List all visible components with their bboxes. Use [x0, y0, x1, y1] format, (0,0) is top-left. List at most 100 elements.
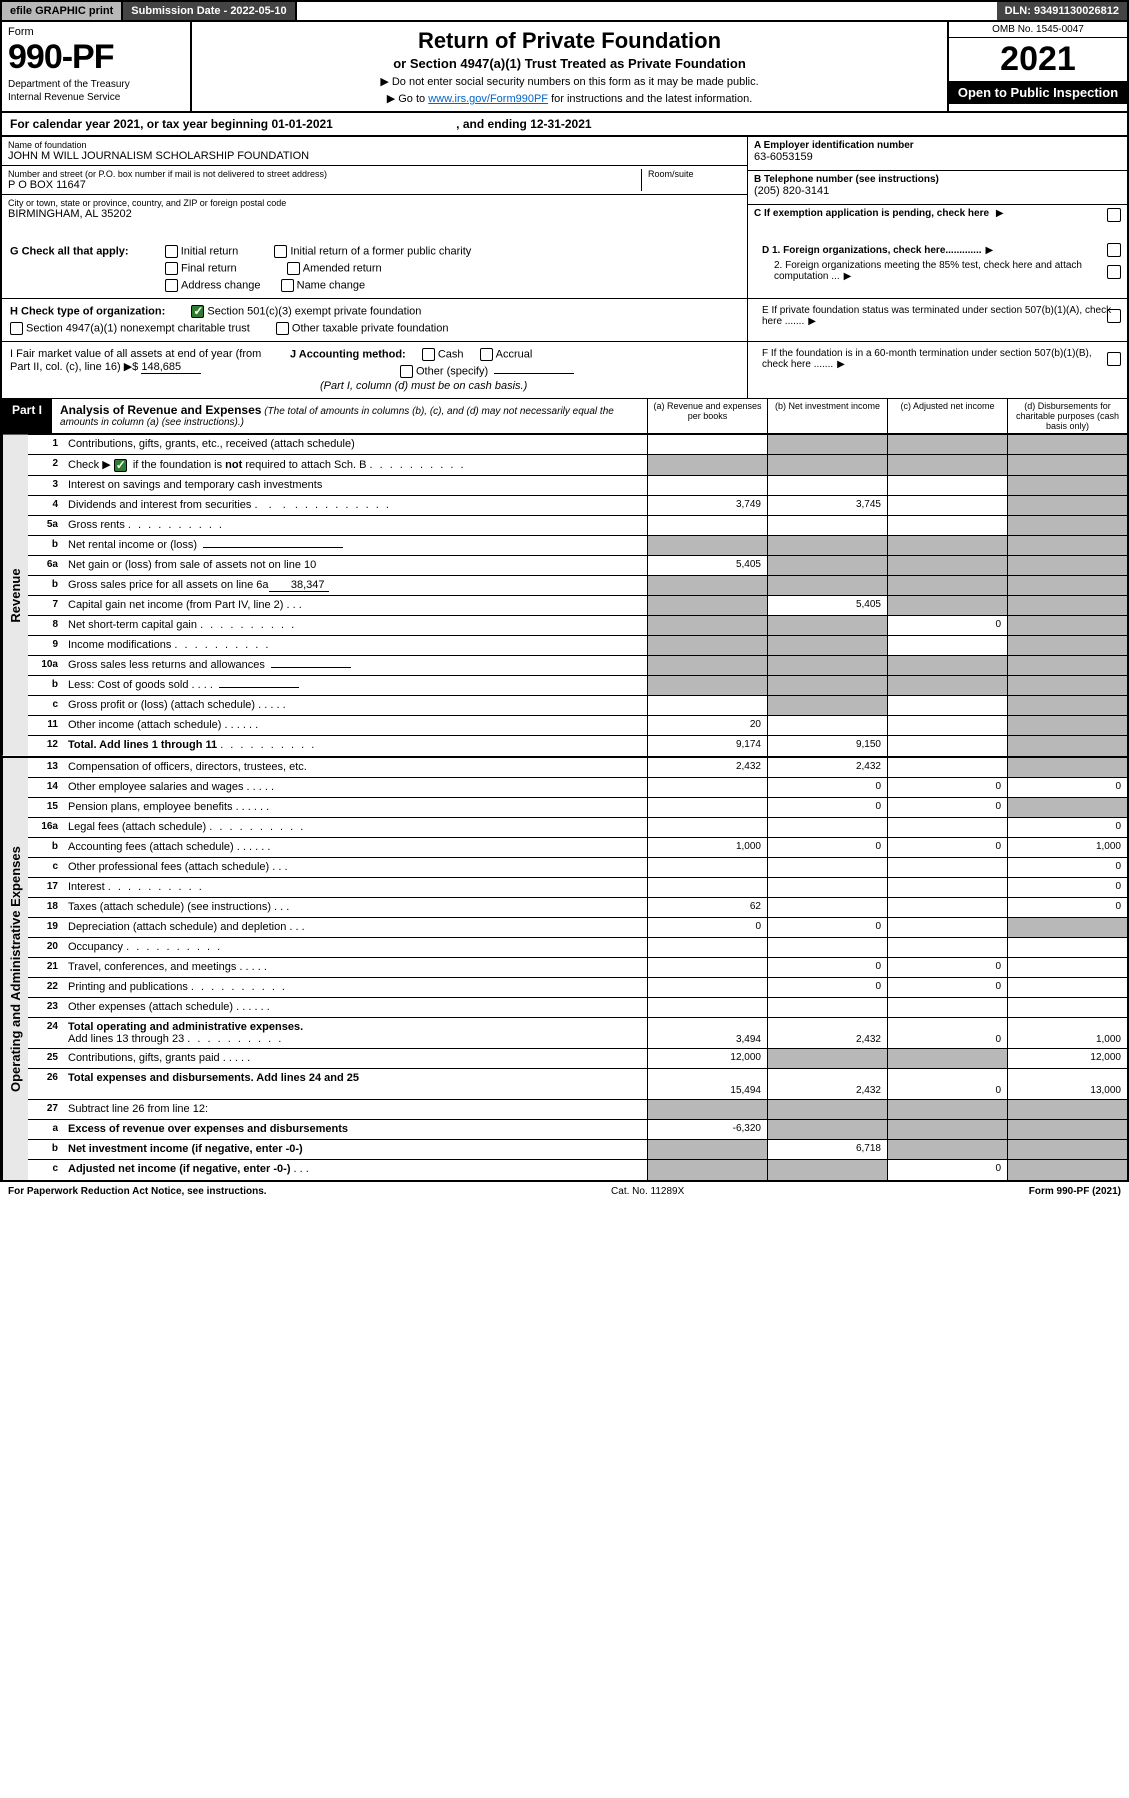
line-5a: Gross rents [64, 516, 647, 535]
line-18: Taxes (attach schedule) (see instruction… [64, 898, 647, 917]
city-label: City or town, state or province, country… [8, 198, 741, 208]
address: P O BOX 11647 [8, 179, 641, 191]
d2-label: 2. Foreign organizations meeting the 85%… [774, 260, 1082, 282]
line-9: Income modifications [64, 636, 647, 655]
open-inspection: Open to Public Inspection [949, 81, 1127, 104]
line-14: Other employee salaries and wages . . . … [64, 778, 647, 797]
line-12: Total. Add lines 1 through 11 [64, 736, 647, 756]
line-13: Compensation of officers, directors, tru… [64, 758, 647, 777]
foundation-name: JOHN M WILL JOURNALISM SCHOLARSHIP FOUND… [8, 150, 741, 162]
line-27a: Excess of revenue over expenses and disb… [64, 1120, 647, 1139]
addr-label: Number and street (or P.O. box number if… [8, 169, 641, 179]
section-ij: I Fair market value of all assets at end… [0, 342, 1129, 398]
ein-label: A Employer identification number [754, 140, 1121, 151]
expenses-table: Operating and Administrative Expenses 13… [0, 758, 1129, 1182]
501c3-checkbox[interactable] [191, 305, 204, 318]
col-d-head: (d) Disbursements for charitable purpose… [1007, 399, 1127, 433]
line-7: Capital gain net income (from Part IV, l… [64, 596, 647, 615]
foundation-info: Name of foundation JOHN M WILL JOURNALIS… [0, 137, 1129, 239]
f-checkbox[interactable] [1107, 352, 1121, 366]
f-label: F If the foundation is in a 60-month ter… [762, 348, 1092, 370]
page-footer: For Paperwork Reduction Act Notice, see … [0, 1182, 1129, 1201]
d1-checkbox[interactable] [1107, 243, 1121, 257]
e-checkbox[interactable] [1107, 309, 1121, 323]
irs-label: Internal Revenue Service [8, 92, 184, 103]
line-24: Total operating and administrative expen… [64, 1018, 647, 1048]
4947-checkbox[interactable] [10, 322, 23, 335]
irs-link[interactable]: www.irs.gov/Form990PF [428, 93, 548, 105]
part-1-header: Part I Analysis of Revenue and Expenses … [0, 398, 1129, 435]
line-27b: Net investment income (if negative, ente… [64, 1140, 647, 1159]
line-16c: Other professional fees (attach schedule… [64, 858, 647, 877]
line-11: Other income (attach schedule) . . . . .… [64, 716, 647, 735]
dln: DLN: 93491130026812 [997, 2, 1127, 20]
ein: 63-6053159 [754, 151, 1121, 163]
i-label: I Fair market value of all assets at end… [10, 348, 261, 373]
other-taxable-checkbox[interactable] [276, 322, 289, 335]
address-change-checkbox[interactable] [165, 279, 178, 292]
part-title: Analysis of Revenue and Expenses [60, 403, 261, 417]
final-return-checkbox[interactable] [165, 262, 178, 275]
calendar-year-row: For calendar year 2021, or tax year begi… [0, 113, 1129, 137]
line-21: Travel, conferences, and meetings . . . … [64, 958, 647, 977]
form-ref: Form 990-PF (2021) [1029, 1186, 1121, 1197]
omb-number: OMB No. 1545-0047 [949, 22, 1127, 38]
line-23: Other expenses (attach schedule) . . . .… [64, 998, 647, 1017]
d1-label: D 1. Foreign organizations, check here..… [762, 245, 982, 256]
city-state-zip: BIRMINGHAM, AL 35202 [8, 208, 741, 220]
line-27c: Adjusted net income (if negative, enter … [64, 1160, 647, 1180]
revenue-table: Revenue 1Contributions, gifts, grants, e… [0, 435, 1129, 758]
line-2: Check ▶ if the foundation is not require… [64, 455, 647, 475]
room-label: Room/suite [648, 169, 741, 179]
line-8: Net short-term capital gain [64, 616, 647, 635]
section-g: G Check all that apply: Initial return I… [0, 239, 1129, 299]
phone-label: B Telephone number (see instructions) [754, 174, 1121, 185]
instr-ssn: ▶ Do not enter social security numbers o… [198, 75, 941, 88]
col-a-head: (a) Revenue and expenses per books [647, 399, 767, 433]
line-1: Contributions, gifts, grants, etc., rece… [64, 435, 647, 454]
cash-checkbox[interactable] [422, 348, 435, 361]
j-note: (Part I, column (d) must be on cash basi… [290, 380, 739, 392]
d2-checkbox[interactable] [1107, 265, 1121, 279]
line-16a: Legal fees (attach schedule) [64, 818, 647, 837]
line-4: Dividends and interest from securities .… [64, 496, 647, 515]
name-change-checkbox[interactable] [281, 279, 294, 292]
line-20: Occupancy [64, 938, 647, 957]
cat-no: Cat. No. 11289X [267, 1186, 1029, 1197]
section-h: H Check type of organization: Section 50… [0, 299, 1129, 342]
instr-link-row: ▶ Go to www.irs.gov/Form990PF for instru… [198, 92, 941, 105]
c-checkbox[interactable] [1107, 208, 1121, 222]
line-15: Pension plans, employee benefits . . . .… [64, 798, 647, 817]
efile-label[interactable]: efile GRAPHIC print [2, 2, 123, 20]
form-number: 990-PF [8, 38, 184, 77]
line-26: Total expenses and disbursements. Add li… [64, 1069, 647, 1099]
line-5b: Net rental income or (loss) [64, 536, 647, 555]
paperwork-notice: For Paperwork Reduction Act Notice, see … [8, 1186, 267, 1197]
initial-former-checkbox[interactable] [274, 245, 287, 258]
accrual-checkbox[interactable] [480, 348, 493, 361]
line-25: Contributions, gifts, grants paid . . . … [64, 1049, 647, 1068]
tax-year: 2021 [949, 38, 1127, 81]
line-19: Depreciation (attach schedule) and deple… [64, 918, 647, 937]
line-10c: Gross profit or (loss) (attach schedule)… [64, 696, 647, 715]
line-17: Interest [64, 878, 647, 897]
top-bar: efile GRAPHIC print Submission Date - 20… [0, 0, 1129, 22]
initial-return-checkbox[interactable] [165, 245, 178, 258]
amended-return-checkbox[interactable] [287, 262, 300, 275]
expenses-side-label: Operating and Administrative Expenses [2, 758, 28, 1180]
fmv-value: 148,685 [141, 361, 201, 374]
form-header: Form 990-PF Department of the Treasury I… [0, 22, 1129, 113]
line-27: Subtract line 26 from line 12: [64, 1100, 647, 1119]
line-6a: Net gain or (loss) from sale of assets n… [64, 556, 647, 575]
line-16b: Accounting fees (attach schedule) . . . … [64, 838, 647, 857]
schb-checkbox[interactable] [114, 459, 127, 472]
part-label: Part I [2, 399, 52, 433]
form-label: Form [8, 26, 184, 38]
name-label: Name of foundation [8, 140, 741, 150]
line-3: Interest on savings and temporary cash i… [64, 476, 647, 495]
other-method-checkbox[interactable] [400, 365, 413, 378]
phone: (205) 820-3141 [754, 185, 1121, 197]
line-10a: Gross sales less returns and allowances [64, 656, 647, 675]
submission-date: Submission Date - 2022-05-10 [123, 2, 296, 20]
line-22: Printing and publications [64, 978, 647, 997]
